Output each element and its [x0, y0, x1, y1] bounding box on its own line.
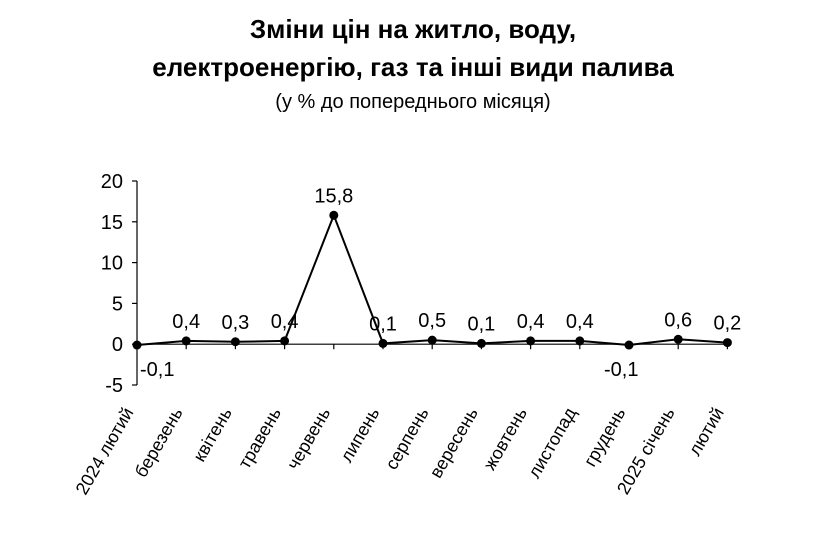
data-point	[132, 340, 142, 350]
x-tick-label: червень	[283, 404, 334, 473]
y-tick-label: 15	[101, 212, 123, 234]
data-point	[280, 336, 290, 346]
data-point	[526, 336, 536, 346]
data-point	[329, 210, 339, 220]
data-point	[575, 336, 585, 346]
data-label: 0,2	[713, 313, 741, 335]
data-label: 0,1	[467, 313, 495, 335]
data-label: 0,4	[566, 311, 594, 333]
y-tick-label: 10	[101, 253, 123, 275]
data-point	[673, 334, 683, 344]
x-tick-label: серпень	[381, 404, 432, 473]
data-label: -0,1	[604, 359, 638, 381]
y-tick-label: 5	[112, 293, 123, 315]
data-point	[624, 340, 634, 350]
data-point	[476, 338, 486, 348]
data-point	[230, 337, 240, 347]
x-tick-label: жовтень	[479, 404, 531, 473]
data-label: 0,6	[664, 309, 692, 331]
data-label: 0,4	[271, 311, 299, 333]
x-tick-label: листопад	[524, 404, 581, 482]
y-tick-label: 0	[112, 334, 123, 356]
y-tick-label: 20	[101, 171, 123, 193]
data-point	[378, 338, 388, 348]
x-tick-label: лютий	[685, 404, 728, 459]
data-label: 0,3	[221, 312, 249, 334]
x-tick-label: травень	[234, 404, 285, 472]
x-tick-label: вересень	[426, 404, 482, 481]
x-tick-label: квітень	[189, 404, 236, 465]
data-point	[722, 338, 732, 348]
x-tick-label: грудень	[580, 404, 630, 470]
data-label: 0,4	[172, 311, 200, 333]
y-tick-label: -5	[105, 375, 123, 397]
chart-title-line-1: Зміни цін на житло, воду,	[249, 14, 577, 44]
chart-title-line-2: електроенергію, газ та інші види палива	[152, 52, 674, 82]
chart-subtitle: (у % до попереднього місяця)	[275, 91, 551, 113]
x-tick-label: березень	[131, 404, 187, 481]
data-label: 15,8	[314, 185, 353, 207]
data-label: 0,5	[418, 310, 446, 332]
series-layer	[132, 210, 732, 350]
data-label: 0,4	[517, 311, 545, 333]
data-point	[427, 335, 437, 345]
data-label: 0,1	[369, 313, 397, 335]
data-labels: -0,1 0,4 0,3 0,4 15,8 0,1 0,5 0,1 0,4 0,4 -0,1 0,6 0…	[140, 185, 741, 381]
data-label: -0,1	[140, 359, 174, 381]
x-tick-label: 2024 лютий	[72, 404, 138, 498]
x-tick-label: липень	[336, 404, 383, 466]
data-point	[181, 336, 191, 346]
